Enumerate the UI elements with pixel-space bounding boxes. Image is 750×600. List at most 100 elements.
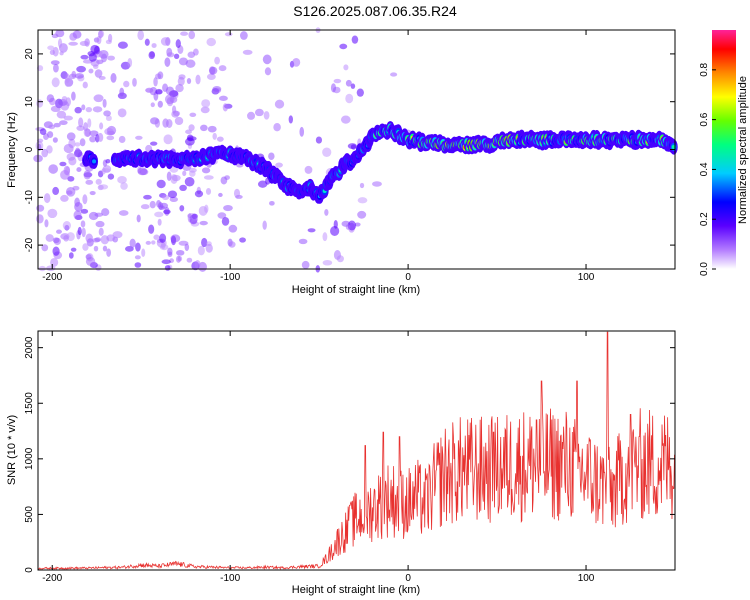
y-tick-label: 1500 [24,392,35,415]
snr-plot-area [38,331,675,570]
heatmap-cell [46,265,56,272]
heatmap-cell [36,138,44,143]
heatmap-cell [134,255,141,260]
heatmap-cell [151,240,156,245]
heatmap-cell [164,57,171,67]
heatmap-cell [166,171,172,182]
heatmap-cell [66,153,76,161]
heatmap-cell [48,124,56,130]
heatmap-cell [69,32,78,41]
heatmap-cell [164,265,171,271]
heatmap-cell [78,117,84,128]
colorbar-tick-label: 0.2 [699,212,710,226]
heatmap-cell [48,164,59,174]
heatmap-cell [74,73,84,79]
heatmap-cell [68,252,74,259]
colorbar: 0.0 0.2 0.4 0.6 0.8 Normalized spectral ampl… [699,30,749,276]
heatmap-cell [71,70,77,78]
heatmap-cell [185,59,196,68]
heatmap-cell [172,110,181,117]
heatmap-cell [170,234,181,243]
heatmap-cell [129,238,136,248]
heatmap-cell [157,71,164,80]
heatmap-cell [149,200,156,209]
heatmap-cell [153,77,158,87]
heatmap-cell [330,83,337,93]
heatmap-cell [112,231,123,239]
heatmap-cell [162,194,170,201]
heatmap-cell [262,220,267,230]
heatmap-cell [167,251,173,258]
heatmap-cell [47,45,55,51]
heatmap-cell [178,74,186,80]
heatmap-cell [204,204,209,214]
heatmap-cell [228,241,236,248]
heatmap-cell [101,167,106,175]
heatmap-cell [117,41,128,49]
heatmap-cell [345,224,351,230]
snr-x-label: Height of straight line (km) [292,584,420,596]
heatmap-cell [85,179,94,185]
y-tick-label: 20 [24,48,35,60]
heatmap-cell [175,255,181,263]
heatmap-cell [51,77,60,88]
heatmap-cell [155,88,163,95]
heatmap-cell [93,94,104,103]
heatmap-cell [140,204,150,210]
heatmap-cell [76,125,85,131]
heatmap-cell [63,235,69,242]
heatmap-cell [68,41,78,46]
heatmap-cell [158,205,165,211]
heatmap-cell [164,94,175,105]
heatmap-cell [239,237,246,243]
heatmap-cell [82,194,88,205]
snr-panel: -200 -100 0 100 0 500 1000 1500 2000 Height of … [6,330,676,596]
heatmap-cell [171,174,181,182]
heatmap-cell [228,224,238,233]
heatmap-cell [36,99,44,108]
heatmap-cell [166,52,175,58]
snr-y-label: SNR (10 * v/v) [6,415,18,485]
heatmap-cell [159,244,169,251]
heatmap-cell [119,87,125,97]
heatmap-cell [218,65,227,72]
heatmap-cell [274,99,285,109]
figure-title: S126.2025.087.06.35.R24 [293,3,457,19]
heatmap-cell [80,220,86,228]
heatmap-cell [175,84,184,93]
heatmap-cell [85,254,92,260]
heatmap-cell [206,73,216,80]
heatmap-cell [47,131,54,138]
heatmap-cell [136,214,141,223]
heatmap-cell [39,128,47,135]
heatmap-cell [186,78,192,85]
y-tick-label: 1000 [24,447,35,470]
colorbar-label: Normalized spectral amplitude [737,76,749,224]
heatmap-cell [157,100,163,108]
heatmap-cell [188,30,196,40]
heatmap-cell [178,57,188,66]
heatmap-cell [62,221,71,231]
heatmap-cell [174,116,184,126]
heatmap-cell [330,226,340,237]
heatmap-cell [216,136,224,142]
heatmap-cell [322,259,333,266]
heatmap-cell [70,247,77,252]
heatmap-cell [120,182,128,190]
heatmap-cell [205,188,212,195]
heatmap-cell [184,243,190,252]
heatmap-cell [179,205,185,212]
heatmap-cell [92,106,103,113]
heatmap-cell [185,129,192,135]
heatmap-cell [60,194,69,202]
heatmap-cell [102,98,107,108]
heatmap-cell [59,161,67,167]
heatmap-cell [89,190,96,196]
heatmap-cell [242,49,253,55]
heatmap-cell [299,126,305,137]
heatmap-cell [82,81,88,89]
heatmap-cell [90,44,100,54]
heatmap-cell [132,77,137,87]
heatmap-cell [167,190,178,199]
y-tick-label: 500 [24,506,35,523]
